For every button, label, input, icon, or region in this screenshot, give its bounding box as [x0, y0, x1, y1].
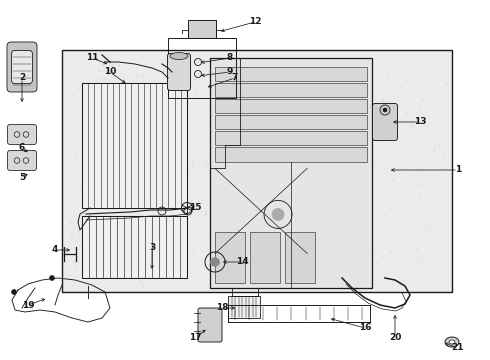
Text: 17: 17: [189, 333, 201, 342]
Bar: [215, 99, 367, 113]
FancyBboxPatch shape: [372, 103, 397, 140]
Text: 9: 9: [227, 68, 233, 77]
Text: 1: 1: [455, 166, 461, 175]
FancyBboxPatch shape: [7, 42, 37, 92]
Bar: [168, 38, 236, 98]
Bar: [82, 216, 187, 278]
Text: 16: 16: [359, 324, 371, 333]
FancyBboxPatch shape: [7, 150, 36, 171]
Bar: [215, 115, 367, 129]
Bar: [215, 147, 367, 162]
Text: 4: 4: [52, 246, 58, 255]
Bar: [210, 58, 372, 288]
Text: 12: 12: [249, 18, 261, 27]
Ellipse shape: [449, 340, 455, 344]
Ellipse shape: [445, 337, 459, 347]
Text: 6: 6: [19, 144, 25, 153]
Text: 13: 13: [414, 117, 426, 126]
Bar: [188, 20, 216, 38]
Circle shape: [49, 275, 54, 280]
Bar: [228, 296, 260, 318]
Text: 15: 15: [189, 203, 201, 212]
Bar: [82, 83, 187, 208]
Bar: [215, 67, 367, 81]
FancyBboxPatch shape: [198, 308, 222, 342]
Text: 14: 14: [236, 257, 248, 266]
Text: 7: 7: [232, 73, 238, 82]
Text: 19: 19: [22, 301, 34, 310]
Circle shape: [272, 208, 284, 220]
Bar: [215, 83, 367, 97]
Text: 11: 11: [86, 54, 98, 63]
Bar: [215, 131, 367, 145]
Bar: [215, 233, 245, 283]
Text: 18: 18: [216, 303, 228, 312]
Text: 20: 20: [389, 333, 401, 342]
Circle shape: [383, 108, 387, 112]
Text: 21: 21: [452, 343, 464, 352]
FancyBboxPatch shape: [7, 125, 36, 144]
FancyBboxPatch shape: [11, 50, 33, 84]
Text: 2: 2: [19, 73, 25, 82]
Text: 8: 8: [227, 54, 233, 63]
Circle shape: [211, 257, 220, 266]
Circle shape: [11, 289, 17, 294]
FancyBboxPatch shape: [168, 54, 191, 90]
Bar: [250, 233, 280, 283]
Bar: [62, 50, 452, 292]
Text: 10: 10: [104, 68, 116, 77]
Bar: [285, 233, 315, 283]
Ellipse shape: [170, 53, 188, 59]
Text: 3: 3: [149, 243, 155, 252]
Text: 5: 5: [19, 174, 25, 183]
